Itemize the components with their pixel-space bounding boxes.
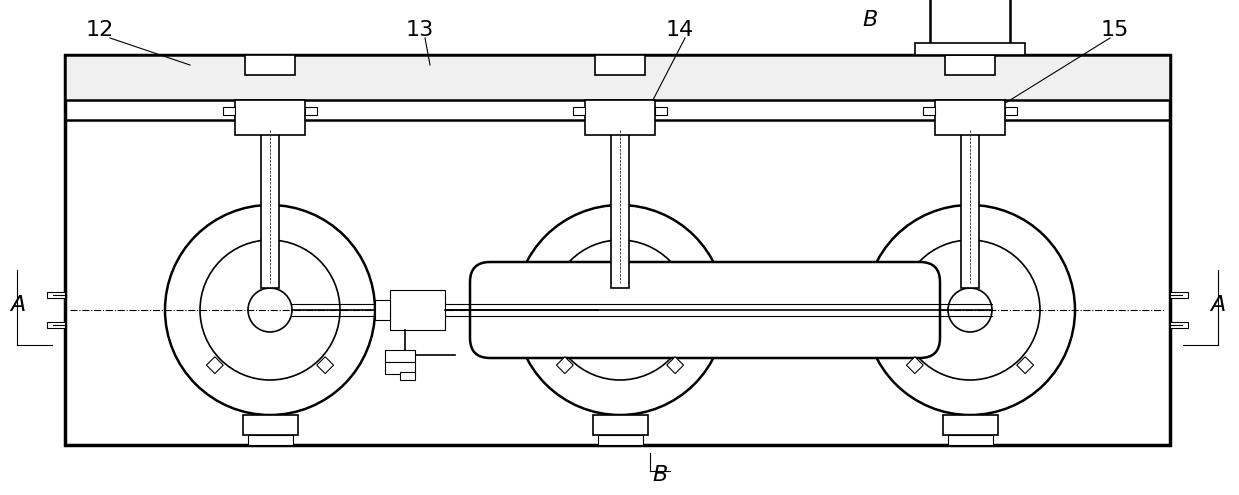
Polygon shape bbox=[1017, 357, 1033, 374]
Bar bbox=[245, 55, 295, 75]
Bar bbox=[390, 290, 445, 330]
Text: B: B bbox=[862, 10, 877, 30]
Text: 14: 14 bbox=[665, 20, 694, 40]
Bar bbox=[400, 372, 415, 380]
Bar bbox=[935, 100, 1005, 135]
Bar bbox=[945, 55, 995, 75]
Bar bbox=[914, 43, 1025, 55]
Text: A: A bbox=[10, 295, 26, 315]
Bar bbox=[585, 100, 655, 135]
Polygon shape bbox=[667, 357, 684, 374]
Text: 12: 12 bbox=[85, 20, 114, 40]
Polygon shape bbox=[556, 357, 574, 374]
Bar bbox=[943, 415, 997, 435]
Bar bbox=[64, 55, 1170, 100]
Bar bbox=[1170, 292, 1188, 298]
Text: 13: 13 bbox=[406, 20, 434, 40]
Bar bbox=[572, 107, 585, 115]
Bar bbox=[948, 435, 992, 445]
Bar bbox=[923, 107, 935, 115]
Bar bbox=[385, 350, 415, 362]
Bar bbox=[243, 415, 297, 435]
Bar bbox=[611, 120, 629, 288]
Polygon shape bbox=[907, 357, 923, 374]
Bar bbox=[930, 0, 1010, 45]
Bar bbox=[261, 120, 279, 288]
Bar bbox=[592, 415, 648, 435]
Bar bbox=[64, 55, 1170, 445]
Bar bbox=[1170, 322, 1188, 328]
Bar bbox=[248, 435, 292, 445]
Bar bbox=[47, 292, 64, 298]
Polygon shape bbox=[317, 357, 333, 374]
Text: A: A bbox=[1211, 295, 1225, 315]
Bar bbox=[47, 322, 64, 328]
Bar bbox=[1005, 107, 1017, 115]
Polygon shape bbox=[207, 357, 223, 374]
Bar bbox=[305, 107, 317, 115]
Bar bbox=[375, 300, 390, 320]
Bar bbox=[961, 120, 979, 288]
Text: 15: 15 bbox=[1100, 20, 1129, 40]
Bar bbox=[385, 362, 415, 374]
Bar bbox=[597, 435, 643, 445]
Bar bbox=[223, 107, 235, 115]
Bar bbox=[235, 100, 305, 135]
FancyBboxPatch shape bbox=[470, 262, 940, 358]
Text: B: B bbox=[653, 465, 668, 485]
Bar bbox=[655, 107, 667, 115]
Bar bbox=[595, 55, 646, 75]
